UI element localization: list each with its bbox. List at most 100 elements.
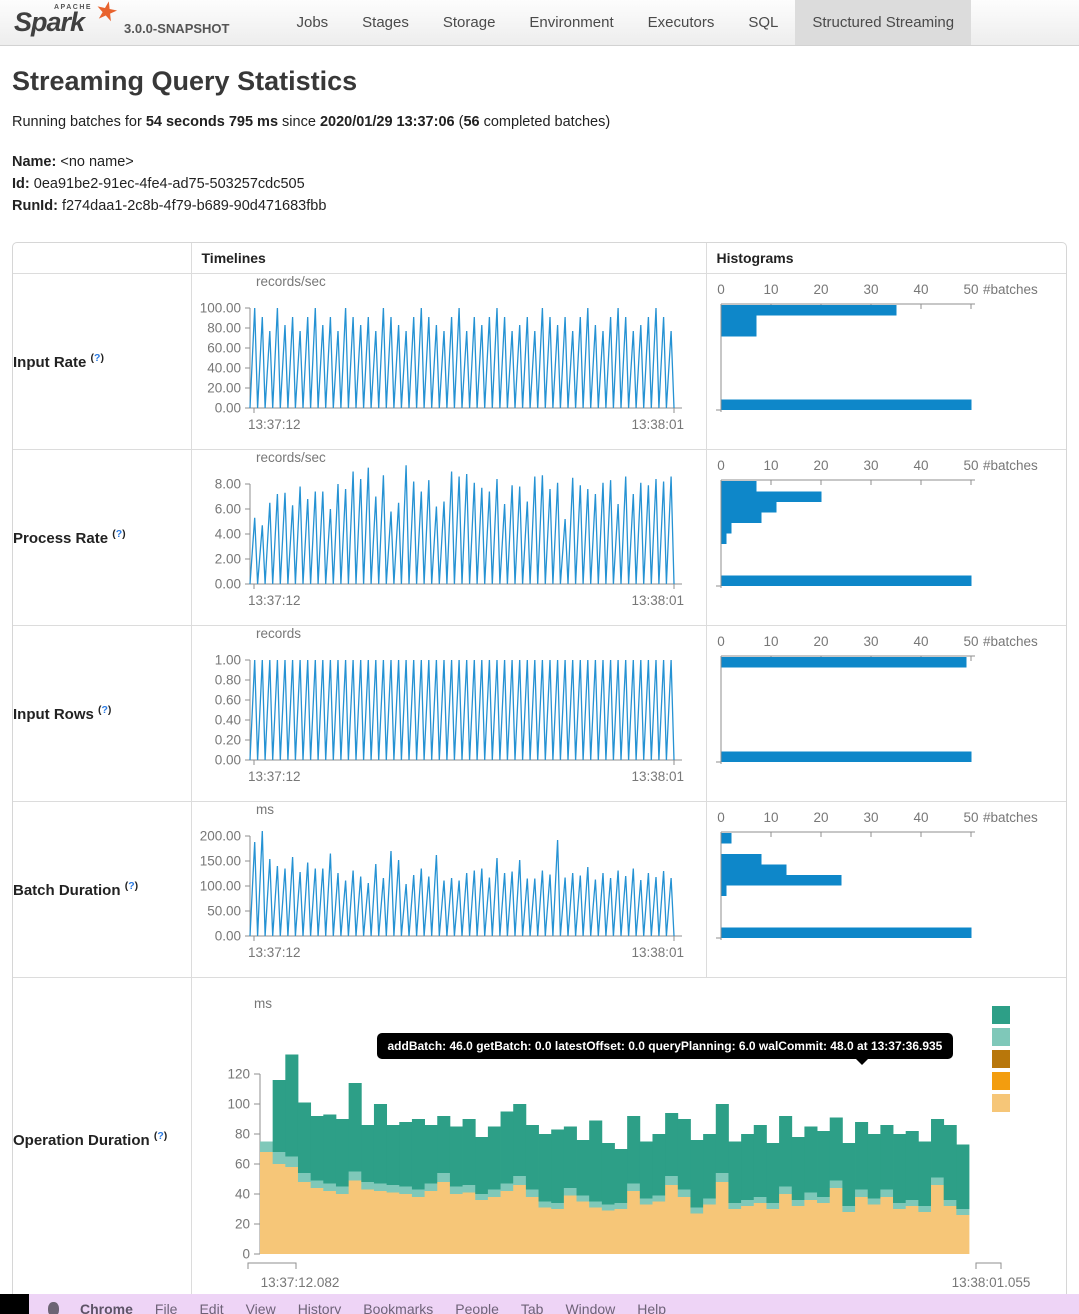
menu-item-file[interactable]: File [154, 1301, 178, 1314]
svg-text:13:37:12: 13:37:12 [248, 417, 301, 432]
svg-text:40: 40 [913, 634, 928, 649]
svg-text:100.00: 100.00 [199, 878, 240, 893]
help-icon[interactable]: (?) [98, 704, 111, 716]
help-icon[interactable]: (?) [112, 528, 125, 540]
header-timelines: Timelines [190, 243, 707, 274]
svg-text:50: 50 [963, 634, 978, 649]
help-question[interactable]: ? [94, 351, 101, 364]
help-question[interactable]: ? [115, 527, 123, 540]
svg-text:50: 50 [963, 282, 978, 297]
menu-item-history[interactable]: History [297, 1301, 342, 1314]
svg-text:#batches: #batches [983, 458, 1038, 473]
svg-text:0: 0 [717, 810, 725, 825]
query-id-value: 0ea91be2-91ec-4fe4-ad75-503257cdc505 [33, 176, 305, 192]
nav-tab-environment[interactable]: Environment [529, 14, 614, 31]
spark-version: 3.0.0-SNAPSHOT [124, 21, 230, 36]
operation-duration-chart[interactable]: ms 0 20 40 60 80 100 120 13:37:12.082 13:38:01.05… [192, 982, 1067, 1292]
row-label-text: Operation Duration [13, 1132, 150, 1150]
page-title: Streaming Query Statistics [12, 66, 358, 96]
nav-tab-sql[interactable]: SQL [748, 14, 779, 31]
nav-tab-jobs[interactable]: Jobs [296, 14, 329, 31]
timeline-chart: ms 0.00 50.00 100.00 150.00 200.00 13:37:12 13:… [199, 802, 684, 960]
svg-text:0.00: 0.00 [214, 576, 240, 591]
histogram-cell-input_rows: 0 10 20 30 40 50 #batches [705, 624, 1066, 802]
table-row-batch_duration: Batch Duration (?) ms 0.00 50.00 100.00 150.0… [13, 800, 1066, 978]
svg-text:30: 30 [863, 458, 878, 473]
svg-text:10: 10 [763, 634, 778, 649]
svg-text:ms: ms [256, 802, 274, 817]
operation-duration-legend [991, 1005, 1010, 1116]
timeline-chart: records 0.00 0.20 0.40 0.60 0.80 1.00 13:37:12 1… [214, 626, 684, 784]
help-question[interactable]: ? [157, 1130, 164, 1143]
svg-text:50: 50 [963, 458, 978, 473]
query-runid-line: RunId: f274daa1-2c8b-4f79-b689-90d471683… [12, 195, 1067, 217]
legend-swatch-latestOffset [991, 1049, 1010, 1068]
svg-text:100.00: 100.00 [199, 300, 240, 315]
svg-text:13:38:01: 13:38:01 [631, 769, 684, 784]
svg-text:20: 20 [813, 634, 828, 649]
svg-text:40.00: 40.00 [207, 360, 241, 375]
timeline-cell-batch_duration: ms 0.00 50.00 100.00 150.00 200.00 13:37:12 13:… [190, 800, 707, 978]
svg-text:0: 0 [717, 634, 725, 649]
nav-tab-structured-streaming[interactable]: Structured Streaming [795, 0, 972, 45]
svg-text:20: 20 [813, 810, 828, 825]
help-paren-close: ) [163, 1130, 168, 1143]
svg-text:0: 0 [717, 282, 725, 297]
help-icon[interactable]: (?) [125, 880, 138, 892]
svg-text:60.00: 60.00 [207, 340, 241, 355]
help-icon[interactable]: (?) [154, 1130, 167, 1142]
query-runid-value: f274daa1-2c8b-4f79-b689-90d471683fbb [61, 198, 327, 214]
top-navbar: APACHE Spark ★ 3.0.0-SNAPSHOT Jobs Stages… [0, 0, 1079, 46]
status-since: 2020/01/29 13:37:06 [319, 114, 455, 130]
svg-text:120: 120 [227, 1067, 250, 1082]
stats-table: Timelines Histograms Input Rate (?) recor… [13, 243, 1067, 1302]
menu-item-view[interactable]: View [245, 1301, 276, 1314]
svg-text:0: 0 [717, 458, 725, 473]
help-question[interactable]: ? [128, 879, 135, 892]
nav-tab-stages[interactable]: Stages [362, 14, 409, 31]
help-icon[interactable]: (?) [91, 352, 104, 364]
svg-text:13:37:12.082: 13:37:12.082 [260, 1275, 339, 1290]
timeline-chart: records/sec 0.00 20.00 40.00 60.00 80.00 100.0… [199, 274, 683, 432]
svg-text:13:38:01: 13:38:01 [631, 945, 684, 960]
menu-item-help[interactable]: Help [637, 1301, 667, 1314]
svg-text:20: 20 [813, 458, 828, 473]
svg-text:records: records [256, 626, 301, 641]
nav-tab-storage[interactable]: Storage [442, 14, 496, 31]
status-batch-count: 56 [463, 114, 480, 130]
menu-item-people[interactable]: People [455, 1301, 499, 1314]
apple-icon[interactable] [48, 1302, 59, 1314]
query-name-line: Name: <no name> [12, 151, 1067, 173]
row-label-input_rate: Input Rate (?) [13, 272, 192, 450]
nav-tabs: Jobs Stages Storage Environment Executors SQL… [279, 0, 972, 45]
svg-text:40: 40 [234, 1187, 249, 1202]
help-paren-open: ( [153, 1130, 158, 1143]
svg-text:13:38:01.055: 13:38:01.055 [951, 1275, 1030, 1290]
svg-text:1.00: 1.00 [214, 652, 240, 667]
operation-duration-tooltip: addBatch: 46.0 getBatch: 0.0 latestOffse… [376, 1032, 954, 1065]
help-paren-open: ( [90, 351, 95, 364]
svg-text:0.00: 0.00 [214, 928, 240, 943]
svg-text:60: 60 [234, 1157, 249, 1172]
nav-tab-executors[interactable]: Executors [647, 14, 715, 31]
menu-item-tab[interactable]: Tab [520, 1301, 544, 1314]
svg-text:ms: ms [254, 996, 272, 1011]
row-label-text: Process Rate [13, 529, 109, 547]
status-prefix: Running batches for [12, 114, 146, 130]
menu-item-bookmarks[interactable]: Bookmarks [363, 1301, 434, 1314]
help-paren-close: ) [122, 527, 126, 540]
help-question[interactable]: ? [101, 703, 108, 716]
header-histograms: Histograms [705, 243, 1066, 274]
histogram-cell-batch_duration: 0 10 20 30 40 50 #batches [705, 800, 1066, 978]
row-label-batch_duration: Batch Duration (?) [13, 800, 192, 978]
table-row-input_rate: Input Rate (?) records/sec 0.00 20.00 40.00 6… [13, 272, 1066, 450]
svg-text:20.00: 20.00 [207, 380, 241, 395]
query-name-label: Name: [12, 154, 57, 170]
menu-item-edit[interactable]: Edit [199, 1301, 224, 1314]
menu-item-chrome[interactable]: Chrome [80, 1301, 133, 1314]
menu-item-window[interactable]: Window [565, 1301, 616, 1314]
svg-text:100: 100 [227, 1097, 250, 1112]
svg-text:0.40: 0.40 [214, 712, 240, 727]
help-paren-close: ) [134, 879, 139, 892]
svg-text:13:37:12: 13:37:12 [248, 769, 301, 784]
